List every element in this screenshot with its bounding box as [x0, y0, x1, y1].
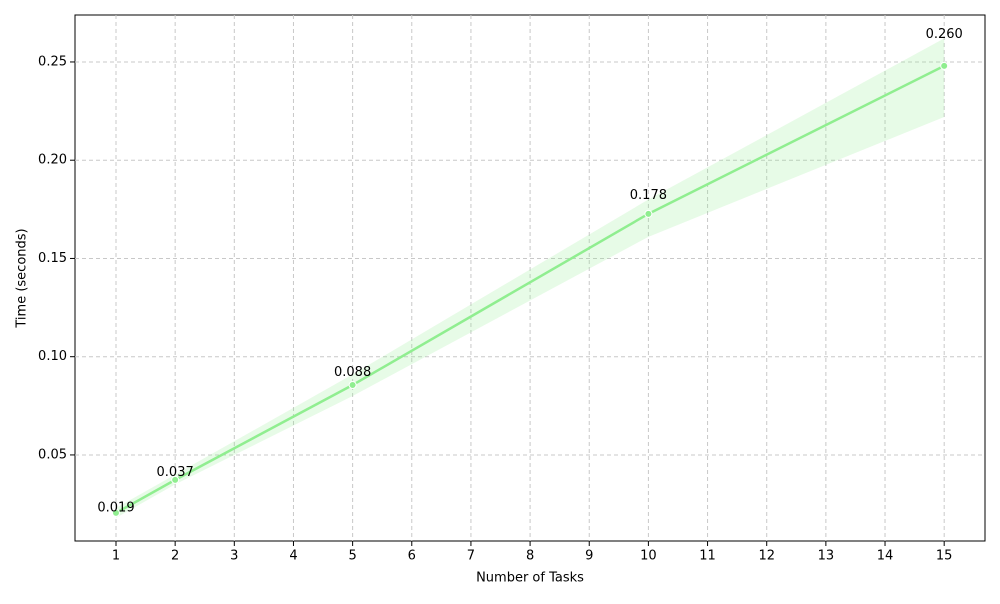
y-tick-label: 0.10 [38, 349, 67, 364]
x-tick-label: 9 [585, 549, 593, 564]
x-tick-label: 15 [936, 549, 953, 564]
x-axis-label: Number of Tasks [476, 571, 584, 586]
x-tick-label: 12 [758, 549, 775, 564]
data-label: 0.019 [97, 500, 134, 515]
data-label: 0.178 [630, 188, 667, 203]
x-tick-label: 1 [112, 549, 120, 564]
x-tick-label: 13 [818, 549, 835, 564]
point [940, 61, 949, 70]
point [348, 380, 357, 389]
x-tick-label: 4 [289, 549, 297, 564]
data-label: 0.260 [926, 27, 963, 42]
x-tick-label: 8 [526, 549, 534, 564]
y-tick-label: 0.20 [38, 153, 67, 168]
x-tick-label: 5 [348, 549, 356, 564]
x-tick-label: 6 [408, 549, 416, 564]
y-axis-label: Time (seconds) [15, 228, 30, 328]
y-tick-label: 0.25 [38, 54, 67, 69]
x-tick-label: 3 [230, 549, 238, 564]
x-tick-label: 10 [640, 549, 657, 564]
data-label: 0.088 [334, 365, 371, 380]
point [171, 475, 180, 484]
y-tick-label: 0.05 [38, 447, 67, 462]
x-tick-label: 11 [699, 549, 716, 564]
x-tick-label: 14 [877, 549, 894, 564]
point [644, 209, 653, 218]
point [111, 508, 120, 517]
x-tick-label: 7 [467, 549, 475, 564]
data-label: 0.037 [157, 465, 194, 480]
y-tick-label: 0.15 [38, 251, 67, 266]
x-tick-label: 2 [171, 549, 179, 564]
confidence-band [115, 38, 945, 518]
